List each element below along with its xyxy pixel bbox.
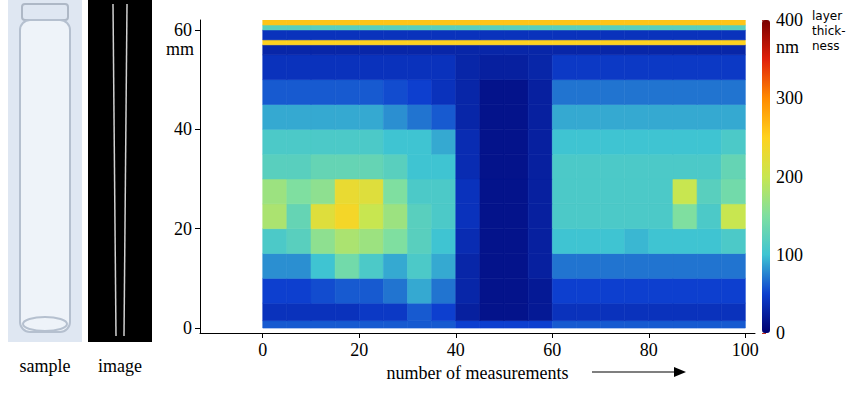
svg-text:40: 40 xyxy=(447,340,465,360)
svg-text:300: 300 xyxy=(776,88,803,108)
svg-text:sample: sample xyxy=(20,356,71,376)
svg-text:60: 60 xyxy=(543,340,561,360)
svg-text:80: 80 xyxy=(640,340,658,360)
svg-text:20: 20 xyxy=(174,219,192,239)
svg-text:200: 200 xyxy=(776,167,803,187)
svg-text:thick-: thick- xyxy=(812,24,846,38)
svg-text:40: 40 xyxy=(174,119,192,139)
svg-text:20: 20 xyxy=(350,340,368,360)
svg-text:number of measurements: number of measurements xyxy=(387,363,569,383)
svg-text:0: 0 xyxy=(776,323,785,343)
svg-text:400: 400 xyxy=(776,10,803,30)
svg-text:image: image xyxy=(98,356,142,376)
svg-text:100: 100 xyxy=(732,340,759,360)
svg-text:100: 100 xyxy=(776,245,803,265)
svg-text:0: 0 xyxy=(183,318,192,338)
svg-text:mm: mm xyxy=(166,39,194,59)
svg-text:nm: nm xyxy=(776,37,799,57)
svg-text:0: 0 xyxy=(258,340,267,360)
svg-text:ness: ness xyxy=(812,39,840,53)
svg-text:layer: layer xyxy=(812,9,842,23)
svg-text:60: 60 xyxy=(174,20,192,40)
